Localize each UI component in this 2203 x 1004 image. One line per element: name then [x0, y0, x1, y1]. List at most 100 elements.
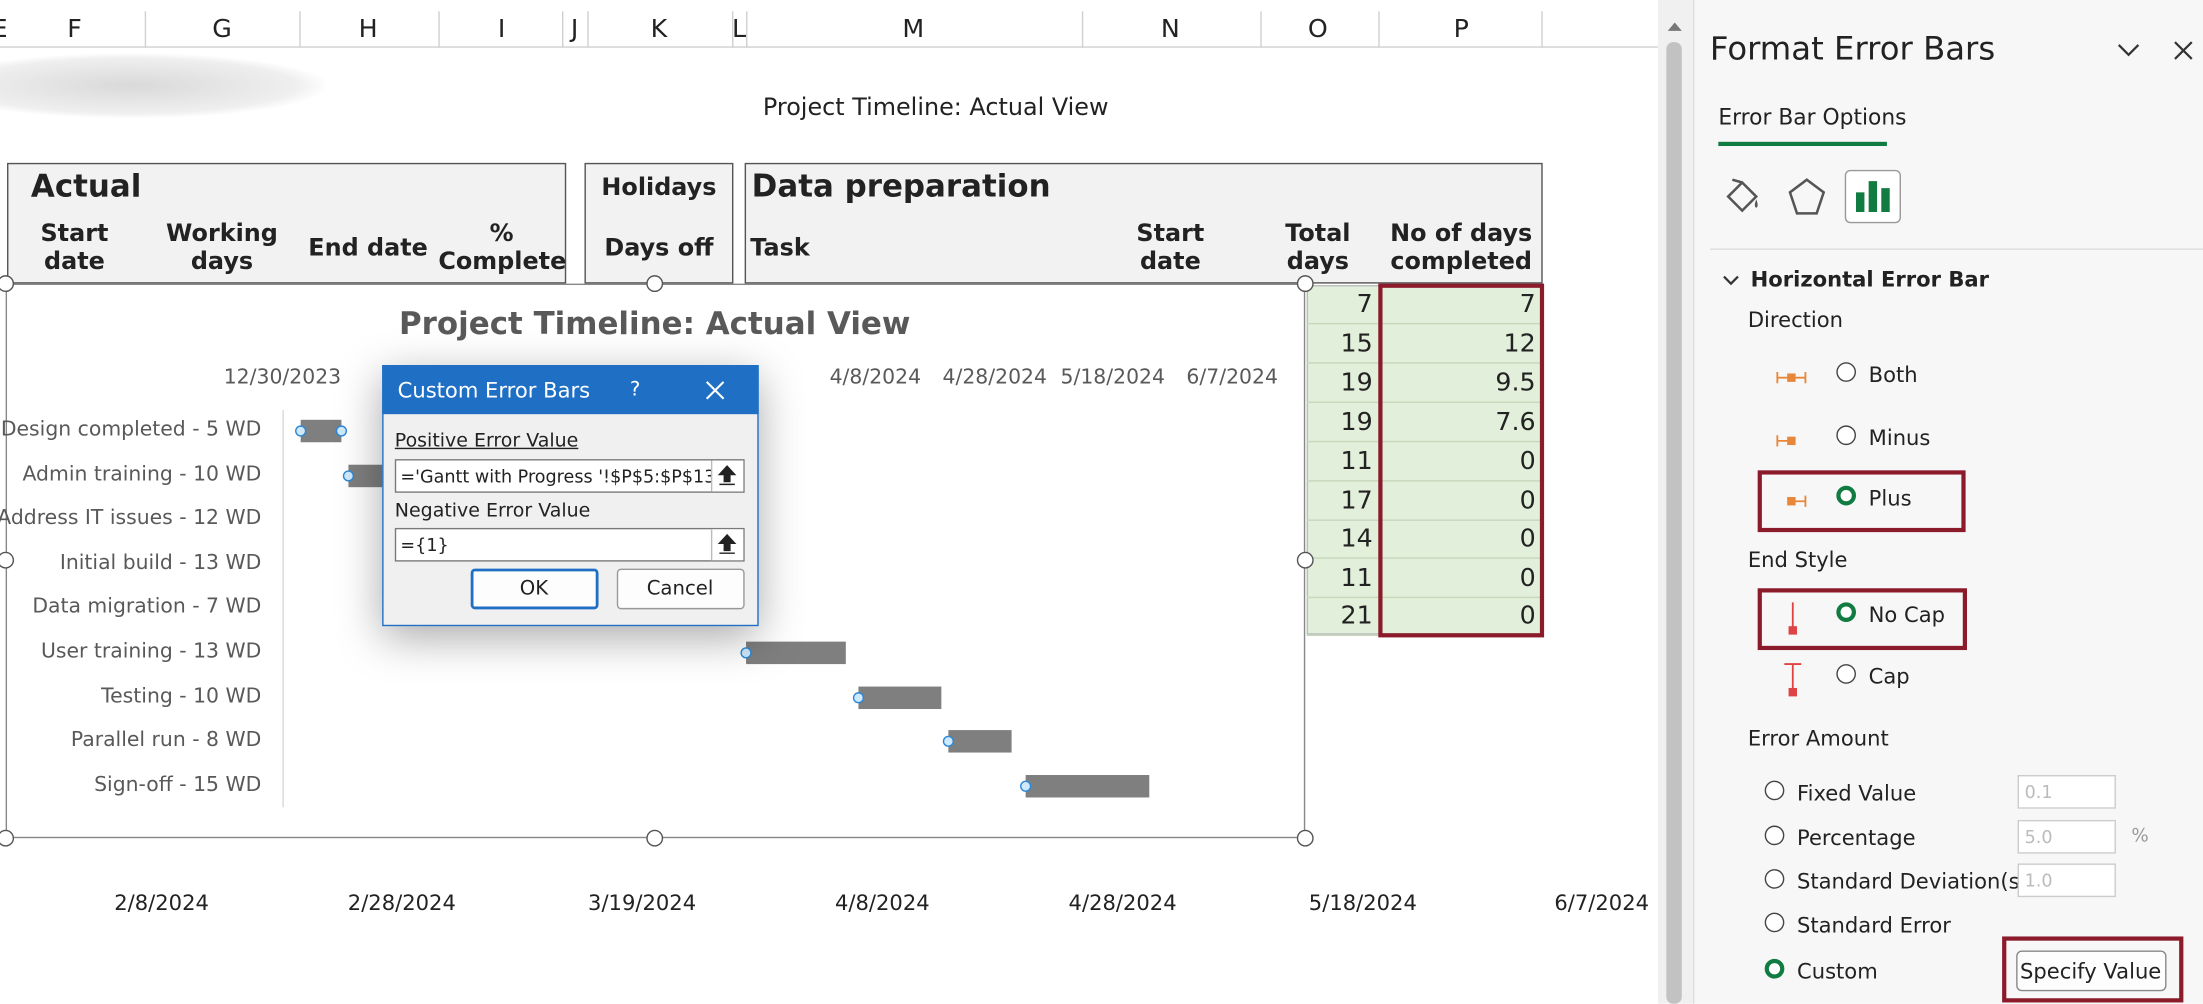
section-chevron-icon [1723, 275, 1739, 286]
data-cells-bg [1306, 285, 1543, 635]
total-days-cell: 17 [1340, 486, 1373, 516]
pane-close [2172, 39, 2194, 61]
section-header[interactable]: Horizontal Error Bar [1750, 266, 1990, 293]
resize-handle[interactable] [1296, 829, 1314, 847]
column-divider [1260, 11, 1262, 48]
highlight-box [1757, 588, 1967, 651]
direction-option[interactable]: Minus [1868, 425, 1931, 451]
negative-input[interactable] [394, 527, 745, 562]
scrollbar-thumb[interactable] [1666, 42, 1682, 1004]
ok-button[interactable] [470, 568, 599, 610]
axis-label: 4/28/2024 [942, 366, 1047, 390]
task-label: Design completed - 5 WD [0, 418, 262, 442]
direction-icon-icon [1776, 372, 1807, 384]
error-amount-option[interactable]: Standard Deviation(s) [1796, 869, 2028, 895]
data-preparation-title: Data preparation [751, 169, 1051, 205]
axis-line [282, 409, 284, 808]
direction-radio[interactable] [1836, 485, 1857, 506]
direction-radio[interactable] [1836, 425, 1857, 446]
error-amount-radio[interactable] [1764, 869, 1785, 889]
days-completed-cell: 0 [1519, 486, 1536, 516]
amount-input[interactable] [2017, 863, 2116, 898]
column-divider [1081, 11, 1084, 48]
axis-label: 6/7/2024 [1554, 890, 1650, 916]
dialog-close [704, 379, 726, 401]
pane-collapse-icon [2117, 44, 2140, 57]
highlight-box [1378, 283, 1545, 638]
direction-option[interactable]: Plus [1868, 485, 1912, 512]
column-header: K [650, 14, 668, 44]
resize-handle[interactable] [1296, 551, 1314, 569]
end-style-icon-icon [1784, 663, 1802, 697]
cancel-button[interactable] [616, 568, 745, 610]
specify-value-button[interactable] [2016, 950, 2167, 992]
total-days-cell: 21 [1340, 601, 1373, 631]
column-divider [144, 11, 147, 48]
total-days-cell: 19 [1340, 407, 1373, 437]
error-amount-option[interactable]: Custom [1796, 958, 1878, 985]
direction-icon [1775, 366, 1809, 388]
axis-label: 5/18/2024 [1308, 890, 1417, 916]
resize-handle[interactable] [0, 275, 15, 293]
days-completed-cell: 0 [1519, 563, 1536, 593]
pane-tab[interactable]: Error Bar Options [1718, 104, 1907, 131]
error-amount-radio[interactable] [1764, 825, 1785, 846]
task-label: Address IT issues - 12 WD [0, 507, 262, 530]
data-preparation-header: Task [750, 234, 810, 263]
holidays-header-box [584, 162, 734, 284]
actual-title: Actual [30, 169, 142, 205]
end-style-option[interactable]: No Cap [1868, 602, 1946, 628]
collapse-icon-icon [717, 465, 737, 486]
gantt-bar [858, 686, 942, 710]
amount-input[interactable] [2017, 819, 2116, 854]
error-amount-option[interactable]: Percentage [1796, 825, 1916, 851]
direction-radio[interactable] [1836, 362, 1857, 382]
resize-handle[interactable] [646, 829, 664, 847]
fill-line-tab [1721, 174, 1763, 219]
task-label: Admin training - 10 WD [22, 463, 262, 487]
end-style-option[interactable]: Cap [1868, 664, 1910, 690]
end-style-icon [1782, 661, 1804, 700]
total-days-cell: 14 [1340, 523, 1373, 554]
end-style-radio[interactable] [1836, 602, 1857, 622]
data-preparation-header: Start date [1136, 219, 1205, 277]
days-completed-cell: 7 [1519, 289, 1536, 319]
direction-option[interactable]: Both [1868, 362, 1918, 388]
bar-handle [740, 647, 752, 659]
error-amount-radio[interactable] [1764, 958, 1785, 979]
resize-handle[interactable] [0, 551, 15, 569]
column-divider [746, 11, 748, 48]
gantt-bar [746, 641, 846, 665]
bar-handle [942, 735, 954, 747]
amount-input[interactable] [2017, 775, 2116, 809]
actual-header: Working days [166, 219, 278, 277]
axis-label: 12/30/2023 [223, 366, 342, 390]
column-header: N [1160, 14, 1180, 44]
axis-label: 3/19/2024 [588, 890, 697, 916]
error-amount-option[interactable]: Standard Error [1796, 912, 1951, 938]
error-amount-radio[interactable] [1764, 912, 1785, 933]
column-divider [438, 11, 440, 48]
effects-tab [1786, 174, 1828, 219]
scroll-up-icon [1667, 22, 1682, 31]
column-header: J [570, 14, 579, 44]
resize-handle[interactable] [646, 275, 664, 293]
section-chevron [1720, 270, 1742, 290]
gantt-bar [300, 419, 342, 443]
axis-label: 5/18/2024 [1060, 366, 1165, 390]
positive-input[interactable] [394, 459, 745, 493]
dialog-title-bar [382, 365, 759, 415]
dialog-close-icon [705, 381, 725, 400]
resize-handle[interactable] [0, 829, 15, 847]
resize-handle[interactable] [1296, 275, 1314, 293]
help-button[interactable]: ? [629, 378, 641, 401]
pane-title: Format Error Bars [1709, 31, 1996, 68]
direction-icon [1775, 430, 1809, 452]
end-style-radio[interactable] [1836, 664, 1857, 684]
cell-divider [1306, 557, 1543, 559]
error-amount-radio[interactable] [1764, 780, 1785, 801]
error-amount-option[interactable]: Fixed Value [1796, 780, 1917, 806]
bar-handle [295, 425, 307, 437]
